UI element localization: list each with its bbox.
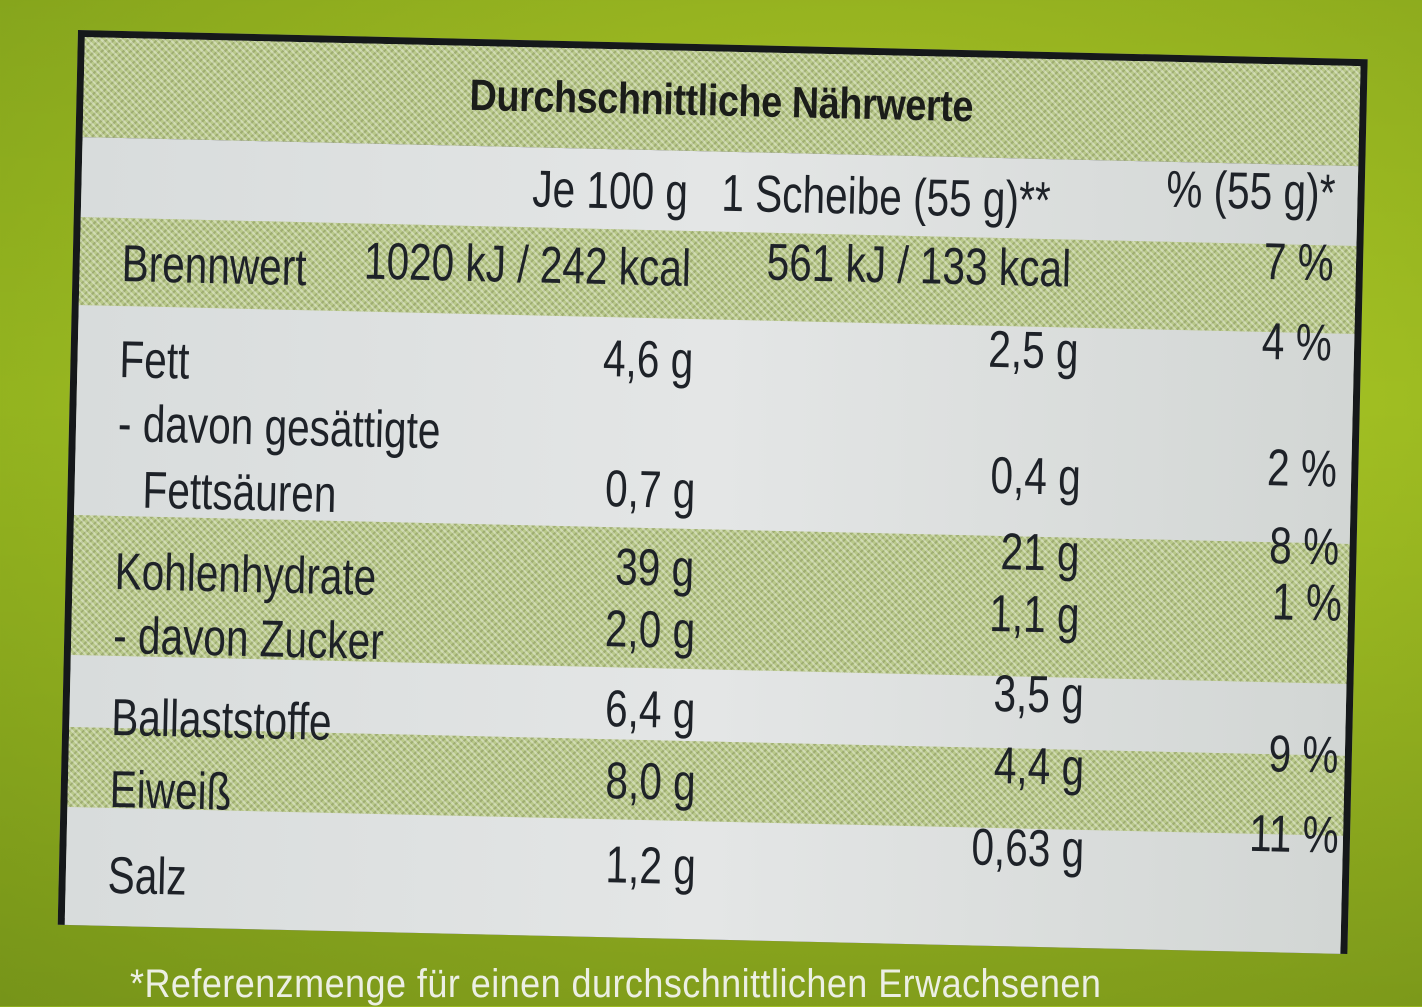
value-sugar-per-slice: 1,1 g	[989, 584, 1081, 645]
value-fat-percent: 4 %	[1261, 312, 1333, 373]
value-protein-per-100g: 8,0 g	[605, 752, 697, 813]
row-label-fat: Fett	[118, 331, 191, 391]
value-protein-percent: 9 %	[1268, 725, 1340, 785]
row-label-fibre: Ballaststoffe	[110, 688, 333, 752]
value-salt-percent: 11 %	[1248, 804, 1340, 865]
value-energy-per-100g: 1020 kJ / 242 kcal	[363, 232, 692, 298]
value-carbohydrates-per-slice: 21 g	[999, 523, 1081, 583]
column-header-per-slice: 1 Scheibe (55 g)**	[720, 164, 1052, 231]
value-sugar-per-100g: 2,0 g	[604, 600, 697, 661]
value-fat-per-slice: 2,5 g	[988, 320, 1080, 381]
value-saturated-fat-per-100g: 0,7 g	[604, 460, 697, 521]
value-fat-per-100g: 4,6 g	[602, 330, 695, 391]
value-sugar-percent: 1 %	[1271, 573, 1343, 633]
value-carbohydrates-per-100g: 39 g	[614, 538, 695, 599]
value-saturated-fat-per-slice: 0,4 g	[990, 446, 1082, 507]
value-carbohydrates-percent: 8 %	[1269, 517, 1341, 577]
row-label-saturated-fat-line2: Fettsäuren	[141, 461, 338, 524]
reference-footnote: *Referenzmenge für einen durchschnittlic…	[130, 962, 1102, 1006]
row-label-sugar: - davon Zucker	[112, 606, 385, 672]
value-salt-per-100g: 1,2 g	[605, 836, 697, 897]
row-label-carbohydrates: Kohlenhydrate	[114, 542, 377, 607]
column-header-percent: % (55 g)*	[1165, 160, 1337, 223]
row-label-salt: Salz	[107, 846, 188, 907]
value-energy-percent: 7 %	[1263, 232, 1335, 293]
row-label-saturated-fat: - davon gesättigte	[117, 395, 442, 461]
row-label-protein: Eiweiß	[109, 760, 233, 822]
nutrition-label: Durchschnittliche Nährwerte Je 100 g 1 S…	[57, 30, 1368, 955]
table-title: Durchschnittliche Nährwerte	[469, 70, 974, 132]
value-protein-per-slice: 4,4 g	[993, 736, 1086, 798]
column-header-per-100g: Je 100 g	[531, 160, 689, 222]
value-energy-per-slice: 561 kJ / 133 kcal	[765, 233, 1072, 299]
row-label-energy: Brennwert	[121, 235, 308, 298]
value-fibre-per-slice: 3,5 g	[993, 664, 1085, 725]
value-fibre-per-100g: 6,4 g	[604, 680, 697, 741]
value-salt-per-slice: 0,63 g	[971, 818, 1086, 880]
value-saturated-fat-percent: 2 %	[1266, 439, 1339, 499]
